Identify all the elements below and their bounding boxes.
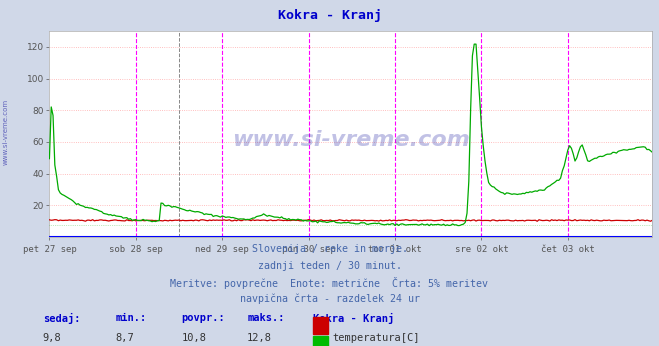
Text: Kokra - Kranj: Kokra - Kranj (313, 313, 394, 324)
Text: Slovenija / reke in morje.: Slovenija / reke in morje. (252, 244, 407, 254)
Text: Meritve: povprečne  Enote: metrične  Črta: 5% meritev: Meritve: povprečne Enote: metrične Črta:… (171, 277, 488, 289)
Text: www.si-vreme.com: www.si-vreme.com (232, 130, 470, 150)
Text: 9,8: 9,8 (43, 333, 61, 343)
Text: 8,7: 8,7 (115, 333, 134, 343)
Text: 12,8: 12,8 (247, 333, 272, 343)
Text: zadnji teden / 30 minut.: zadnji teden / 30 minut. (258, 261, 401, 271)
Text: navpična črta - razdelek 24 ur: navpična črta - razdelek 24 ur (239, 294, 420, 304)
Text: temperatura[C]: temperatura[C] (333, 333, 420, 343)
Text: min.:: min.: (115, 313, 146, 323)
Text: sedaj:: sedaj: (43, 313, 80, 324)
Text: www.si-vreme.com: www.si-vreme.com (2, 98, 9, 165)
Text: maks.:: maks.: (247, 313, 285, 323)
Text: Kokra - Kranj: Kokra - Kranj (277, 9, 382, 22)
Text: povpr.:: povpr.: (181, 313, 225, 323)
Text: 10,8: 10,8 (181, 333, 206, 343)
